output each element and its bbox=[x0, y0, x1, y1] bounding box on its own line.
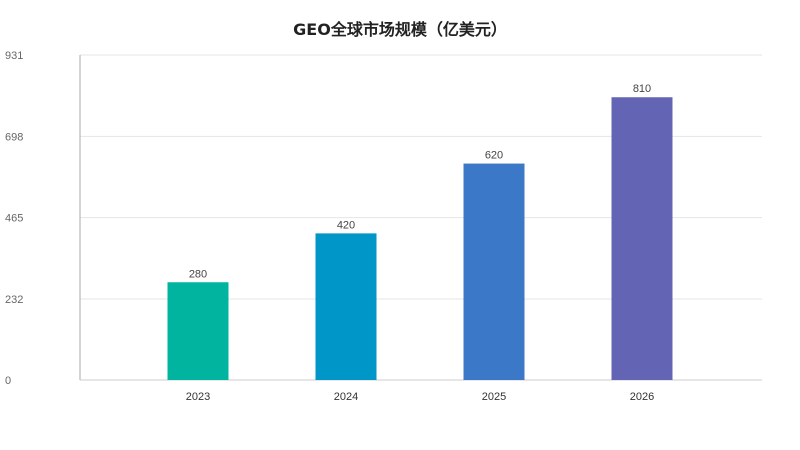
x-tick-label: 2024 bbox=[334, 391, 358, 403]
bar bbox=[167, 282, 229, 380]
bar bbox=[611, 97, 673, 380]
data-label: 620 bbox=[485, 150, 503, 162]
y-tick-label: 698 bbox=[5, 131, 23, 143]
y-tick-label: 0 bbox=[5, 375, 11, 387]
y-tick-label: 465 bbox=[5, 213, 23, 225]
bar bbox=[315, 233, 377, 380]
data-label: 810 bbox=[633, 83, 651, 95]
x-tick-label: 2026 bbox=[630, 391, 654, 403]
y-tick-label: 931 bbox=[5, 50, 23, 62]
data-label: 280 bbox=[189, 268, 207, 280]
chart-title: GEO全球市场规模（亿美元） bbox=[293, 20, 507, 39]
y-tick-label: 232 bbox=[5, 294, 23, 306]
data-label: 420 bbox=[337, 219, 355, 231]
x-tick-label: 2025 bbox=[482, 391, 506, 403]
x-tick-label: 2023 bbox=[186, 391, 210, 403]
bar bbox=[463, 163, 525, 380]
